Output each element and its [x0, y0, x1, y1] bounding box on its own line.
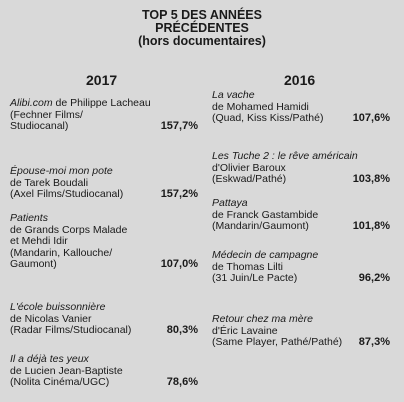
film-title: La vache	[212, 89, 255, 101]
detail-line: de Mohamed Hamidi	[212, 100, 309, 113]
percentage: 96,2%	[358, 272, 390, 284]
detail-line: d'Olivier Baroux	[212, 161, 286, 174]
detail-line: (Eskwad/Pathé)	[212, 173, 287, 185]
title-line-1: TOP 5 DES ANNÉES	[142, 8, 262, 22]
percentage: 103,8%	[352, 173, 390, 185]
detail-line: et Mehdi Idir	[10, 235, 68, 247]
detail-line: (Quad, Kiss Kiss/Pathé)	[212, 112, 324, 124]
entry-2017-3: Patients de Grands Corps Malade et Mehdi…	[10, 212, 198, 271]
film-title: L'école buissonnière	[10, 301, 106, 313]
film-title: Pattaya	[212, 197, 248, 209]
entry-2016-5: Retour chez ma mère d'Éric Lavaine (Same…	[212, 313, 390, 349]
detail-line: d'Éric Lavaine	[212, 324, 278, 337]
title-line-3: (hors documentaires)	[138, 34, 266, 48]
entry-title-line: Alibi.com de Philippe Lacheau	[10, 97, 198, 110]
film-title: Retour chez ma mère	[212, 313, 313, 325]
year-heading-2016: 2016	[284, 72, 316, 88]
film-title: Alibi.com	[10, 97, 53, 109]
percentage: 101,8%	[352, 220, 390, 232]
detail-line: de Tarek Boudali	[10, 176, 89, 189]
detail-line: Studiocanal)	[10, 120, 69, 132]
detail-line: (Axel Films/Studiocanal)	[10, 188, 124, 200]
detail-line: de Franck Gastambide	[212, 208, 319, 221]
detail-line: de Nicolas Vanier	[10, 312, 92, 325]
detail-line: (Nolita Cinéma/UGC)	[10, 376, 110, 388]
percentage: 78,6%	[166, 376, 198, 388]
entry-2016-4: Médecin de campagne de Thomas Lilti (31 …	[212, 249, 390, 285]
detail-line: de Lucien Jean-Baptiste	[10, 364, 123, 377]
detail-line: (Mandarin, Kallouche/	[10, 246, 113, 259]
percentage: 107,6%	[352, 112, 390, 124]
detail-line: (Radar Films/Studiocanal)	[10, 324, 132, 336]
detail-line: (31 Juin/Le Pacte)	[212, 272, 298, 284]
detail-line: (Fechner Films/	[10, 108, 83, 121]
film-title: Il a déjà tes yeux	[10, 353, 89, 365]
director: de Philippe Lacheau	[55, 97, 151, 109]
percentage: 157,2%	[160, 188, 198, 200]
year-heading-2017: 2017	[86, 72, 118, 88]
entry-2017-4: L'école buissonnière de Nicolas Vanier (…	[10, 301, 198, 337]
entry-2017-1: Alibi.com de Philippe Lacheau (Fechner F…	[10, 97, 198, 133]
box-title: TOP 5 DES ANNÉES PRÉCÉDENTES (hors docum…	[0, 9, 404, 48]
entry-2016-3: Pattaya de Franck Gastambide (Mandarin/G…	[212, 197, 390, 233]
film-title: Épouse-moi mon pote	[10, 165, 113, 177]
detail-line: Gaumont)	[10, 258, 57, 270]
percentage: 157,7%	[160, 120, 198, 132]
detail-line: de Thomas Lilti	[212, 260, 284, 273]
percentage: 107,0%	[160, 258, 198, 270]
entry-2017-2: Épouse-moi mon pote de Tarek Boudali (Ax…	[10, 165, 198, 201]
detail-line: (Mandarin/Gaumont)	[212, 220, 309, 232]
entry-2016-1: La vache de Mohamed Hamidi (Quad, Kiss K…	[212, 89, 390, 125]
film-title: Patients	[10, 212, 48, 224]
detail-line: de Grands Corps Malade	[10, 223, 128, 236]
film-title: Les Tuche 2 : le rêve américain	[212, 150, 358, 162]
percentage: 87,3%	[358, 336, 390, 348]
percentage: 80,3%	[166, 324, 198, 336]
entry-2017-5: Il a déjà tes yeux de Lucien Jean-Baptis…	[10, 353, 198, 389]
detail-line: (Same Player, Pathé/Pathé)	[212, 336, 343, 348]
title-line-2: PRÉCÉDENTES	[155, 21, 249, 35]
entry-2016-2: Les Tuche 2 : le rêve américain d'Olivie…	[212, 150, 390, 186]
film-title: Médecin de campagne	[212, 249, 319, 261]
